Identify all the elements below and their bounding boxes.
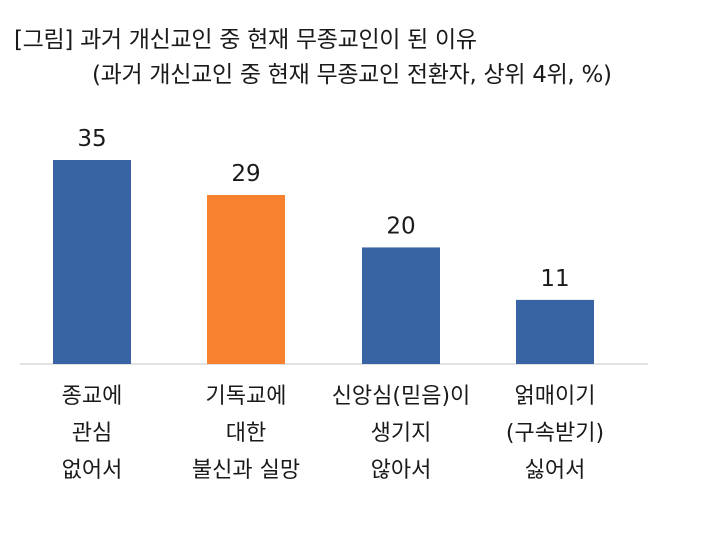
category-label-4-line-3: 싫어서 [525,458,586,483]
chart-subtitle: (과거 개신교인 중 현재 무종교인 전환자, 상위 4위, %) [92,62,612,88]
bar-2 [207,194,285,364]
category-label-3-line-2: 생기지 [371,421,432,446]
data-label-2: 29 [231,161,260,187]
data-label-3: 20 [386,213,415,239]
data-label-1: 35 [77,126,106,152]
bar-1 [53,160,131,364]
category-label-1-line-2: 관심 [72,421,112,446]
category-label-2-line-2: 대한 [226,421,266,446]
bar-3 [362,247,440,364]
chart-title: [그림] 과거 개신교인 중 현재 무종교인이 된 이유 [14,27,477,53]
category-label-2-line-1: 기독교에 [206,384,287,409]
category-label-4-line-2: (구속받기) [506,421,604,446]
category-label-1-line-3: 없어서 [62,458,123,483]
category-label-4-line-1: 얽매이기 [515,384,596,409]
category-label-3-line-1: 신앙심(믿음)이 [332,384,471,409]
category-label-3-line-3: 않아서 [371,458,432,483]
bar-4 [516,299,594,364]
category-label-2-line-3: 불신과 실망 [192,458,300,483]
category-label-1-line-1: 종교에 [62,384,123,409]
data-label-4: 11 [540,266,569,292]
